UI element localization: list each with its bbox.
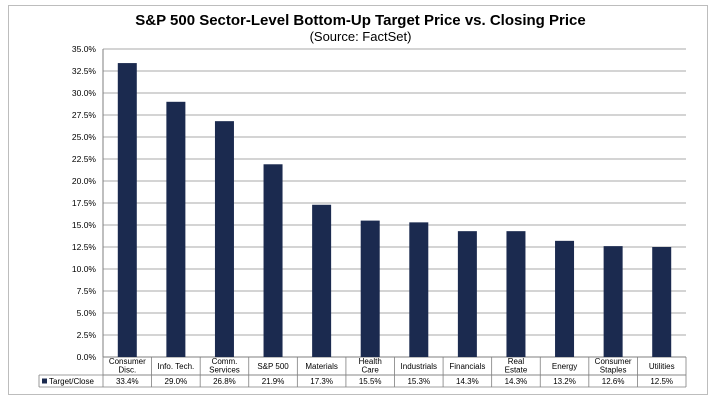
y-tick-label: 10.0% <box>72 264 97 274</box>
legend-label: Target/Close <box>49 377 94 386</box>
legend-swatch <box>42 378 47 384</box>
x-tick-label: S&P 500 <box>257 362 289 371</box>
y-tick-label: 25.0% <box>72 132 97 142</box>
y-tick-label: 30.0% <box>72 88 97 98</box>
y-tick-label: 20.0% <box>72 176 97 186</box>
bar <box>117 63 137 358</box>
x-tick-label: Info. Tech. <box>157 362 194 371</box>
bar <box>263 164 283 357</box>
x-tick-label: Comm. Services <box>209 357 240 375</box>
chart-subtitle: (Source: FactSet) <box>309 29 412 44</box>
y-tick-label: 17.5% <box>72 198 97 208</box>
y-tick-label: 32.5% <box>72 66 97 76</box>
data-label: 14.3% <box>456 377 479 386</box>
data-label: 14.3% <box>505 377 528 386</box>
y-tick-label: 22.5% <box>72 154 97 164</box>
x-tick-label: Health Care <box>359 357 382 375</box>
x-tick-label: Financials <box>449 362 485 371</box>
y-tick-label: 0.0% <box>77 352 97 362</box>
bar <box>312 204 332 357</box>
y-tick-label: 27.5% <box>72 110 97 120</box>
x-tick-label: Consumer Staples <box>595 357 632 375</box>
bar <box>603 246 623 357</box>
data-label: 26.8% <box>213 377 236 386</box>
data-label: 21.9% <box>262 377 285 386</box>
chart-frame <box>8 5 708 395</box>
data-label: 33.4% <box>116 377 139 386</box>
y-tick-label: 35.0% <box>72 44 97 54</box>
y-tick-label: 12.5% <box>72 242 97 252</box>
x-tick-label: Consumer Disc. <box>109 357 146 375</box>
x-tick-label: Energy <box>552 362 577 371</box>
y-tick-label: 2.5% <box>77 330 97 340</box>
y-axis-ticks: 0.0% 2.5% 5.0% 7.5% 10.0% 12.5% 15.0% 17.5% 20.0… <box>72 44 97 362</box>
bar <box>360 220 380 357</box>
x-tick-label: Utilities <box>649 362 675 371</box>
data-label: 29.0% <box>165 377 188 386</box>
y-tick-label: 5.0% <box>77 308 97 318</box>
x-tick-label: Materials <box>305 362 337 371</box>
bar <box>457 231 477 357</box>
bar <box>652 247 672 357</box>
bar <box>166 101 186 357</box>
y-tick-label: 15.0% <box>72 220 97 230</box>
bar <box>409 222 429 357</box>
data-table: Consumer Disc. Info. Tech. Comm. Services S&P… <box>38 357 687 388</box>
gridlines <box>102 48 686 358</box>
bar <box>214 121 234 357</box>
bars <box>117 63 672 358</box>
data-label: 13.2% <box>553 377 576 386</box>
bar <box>555 240 575 357</box>
x-tick-label: Industrials <box>401 362 437 371</box>
data-label: 12.5% <box>650 377 673 386</box>
data-label: 15.3% <box>407 377 430 386</box>
data-label: 17.3% <box>310 377 333 386</box>
x-tick-label: Real Estate <box>505 357 528 375</box>
y-tick-label: 7.5% <box>77 286 97 296</box>
data-label: 15.5% <box>359 377 382 386</box>
bar <box>506 231 526 357</box>
data-label: 12.6% <box>602 377 625 386</box>
chart-title: S&P 500 Sector-Level Bottom-Up Target Pr… <box>135 12 586 29</box>
